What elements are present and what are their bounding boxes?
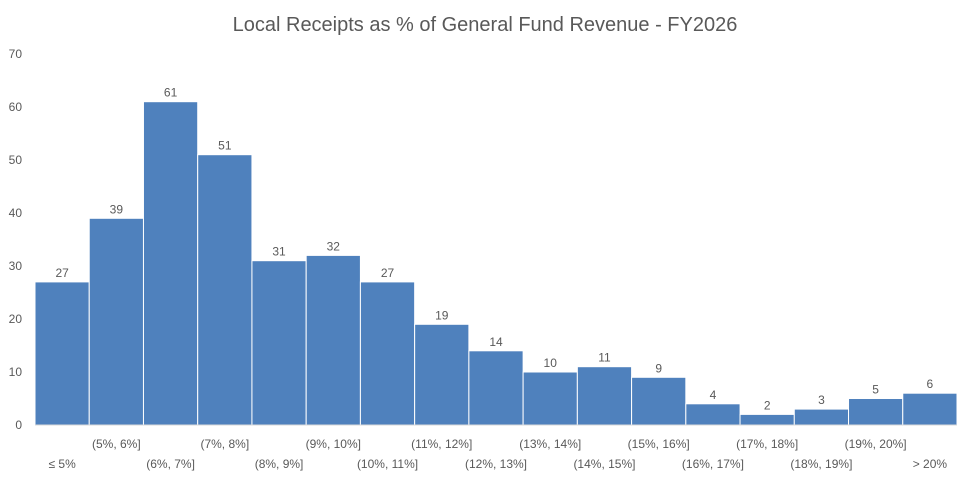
bar xyxy=(34,281,90,426)
y-tick-label: 30 xyxy=(9,259,23,273)
x-tick-label: ≤ 5% xyxy=(48,457,76,471)
y-tick-label: 70 xyxy=(9,47,23,61)
data-label: 51 xyxy=(218,139,232,153)
x-tick-label: (5%, 6%] xyxy=(92,437,141,451)
bar xyxy=(522,371,578,426)
bars: 27 39 61 51 31 32 27 19 14 10 11 9 4 2 3 5 6 xyxy=(34,86,958,426)
y-axis: 0 10 20 30 40 50 60 70 xyxy=(9,47,23,432)
chart-title: Local Receipts as % of General Fund Reve… xyxy=(233,14,738,36)
x-tick-label: (7%, 8%] xyxy=(200,437,249,451)
data-label: 9 xyxy=(655,361,662,375)
y-tick-label: 50 xyxy=(9,153,23,167)
data-label: 10 xyxy=(544,356,558,370)
data-label: 27 xyxy=(381,266,395,280)
x-axis: ≤ 5% (5%, 6%] (6%, 7%] (7%, 8%] (8%, 9%](9%,… xyxy=(48,437,947,471)
data-label: 61 xyxy=(164,86,178,100)
x-tick-label: (19%, 20%] xyxy=(845,437,907,451)
data-label: 11 xyxy=(598,351,611,365)
bar xyxy=(305,254,361,426)
x-tick-label: (8%, 9%] xyxy=(255,457,304,471)
y-tick-label: 10 xyxy=(9,365,23,379)
bar xyxy=(793,408,850,426)
bar xyxy=(359,281,416,426)
bar xyxy=(685,403,741,426)
data-label: 27 xyxy=(55,266,69,280)
y-tick-label: 40 xyxy=(9,206,23,220)
x-tick-label: (18%, 19%] xyxy=(790,457,852,471)
data-label: 2 xyxy=(764,398,771,412)
x-tick-label: (6%, 7%] xyxy=(146,457,195,471)
bar xyxy=(88,217,144,426)
x-tick-label: (10%, 11%] xyxy=(357,457,418,471)
x-tick-label: (16%, 17%] xyxy=(682,457,744,471)
y-tick-label: 0 xyxy=(15,418,22,432)
bar xyxy=(142,101,199,426)
data-label: 5 xyxy=(872,383,879,397)
data-label: 3 xyxy=(818,393,825,407)
data-label: 31 xyxy=(272,245,286,259)
y-tick-label: 60 xyxy=(9,100,23,114)
data-label: 4 xyxy=(710,388,717,402)
data-label: 19 xyxy=(435,308,449,322)
y-tick-label: 20 xyxy=(9,312,23,326)
bar xyxy=(468,350,524,426)
bar xyxy=(251,260,307,426)
bar xyxy=(576,366,633,426)
data-label: 14 xyxy=(489,335,503,349)
bar xyxy=(197,154,253,426)
bar xyxy=(848,398,904,426)
bar xyxy=(631,376,687,426)
bar xyxy=(414,323,470,426)
x-tick-label: (12%, 13%] xyxy=(465,457,527,471)
data-label: 6 xyxy=(927,377,934,391)
x-tick-label: > 20% xyxy=(913,457,948,471)
x-tick-label: (9%, 10%] xyxy=(306,437,361,451)
bar xyxy=(739,413,795,426)
x-tick-label: (15%, 16%] xyxy=(628,437,690,451)
bar xyxy=(902,392,958,426)
data-label: 32 xyxy=(327,239,341,253)
x-tick-label: (11%, 12%] xyxy=(411,437,472,451)
x-tick-label: (14%, 15%] xyxy=(573,457,635,471)
data-label: 39 xyxy=(110,202,124,216)
x-tick-label: (17%, 18%] xyxy=(736,437,798,451)
x-tick-label: (13%, 14%] xyxy=(519,437,581,451)
